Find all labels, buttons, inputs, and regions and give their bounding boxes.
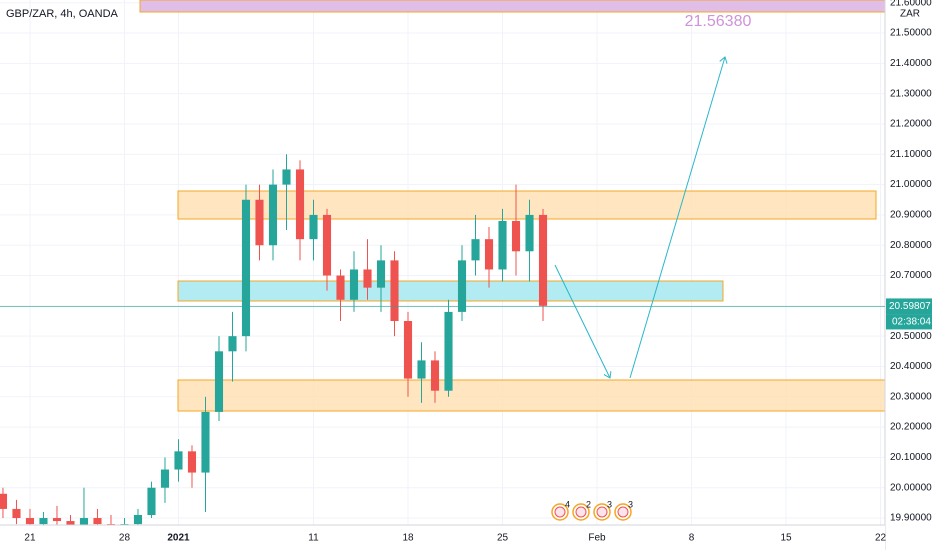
y-tick-label: 21.60000 — [890, 0, 932, 8]
candle-body — [52, 518, 62, 522]
zone — [177, 190, 877, 220]
time-axis — [0, 525, 885, 550]
candle-body — [363, 269, 372, 288]
x-tick-label: 15 — [780, 533, 792, 544]
candle-body — [147, 487, 156, 515]
drawings — [139, 0, 885, 412]
candle-body — [268, 184, 278, 246]
currency: ZAR — [900, 9, 920, 20]
candle-body — [430, 360, 440, 391]
candle-body — [282, 169, 291, 185]
candle-body — [511, 220, 521, 252]
x-tick-label: 28 — [119, 533, 131, 544]
candle-body — [201, 411, 210, 473]
event-icon-inner — [596, 506, 608, 518]
candle-body — [214, 351, 224, 412]
x-tick-label: 18 — [402, 533, 414, 544]
y-tick-label: 20.30000 — [890, 391, 932, 402]
candle-body — [241, 199, 251, 337]
y-tick-label: 20.40000 — [890, 361, 932, 372]
countdown-label: 02:38:04 — [892, 317, 931, 328]
candle-body — [0, 493, 8, 509]
candle-body — [295, 169, 305, 240]
y-tick-label: 20.50000 — [890, 331, 932, 342]
countdown-tag — [886, 314, 932, 330]
candle-body — [160, 469, 170, 488]
arrow — [629, 57, 725, 379]
grid — [0, 0, 885, 525]
x-tick-label: 25 — [497, 533, 509, 544]
y-tick-label: 21.00000 — [890, 179, 932, 190]
x-tick-label: 2021 — [167, 533, 190, 544]
y-tick-label: 21.20000 — [890, 119, 932, 130]
axes: 19.90000 20.00000 20.10000 20.20000 20.30000… — [24, 0, 932, 544]
y-tick-label: 20.80000 — [890, 240, 932, 251]
x-tick-label: Feb — [588, 533, 606, 544]
event-count: 3 — [607, 499, 612, 509]
y-tick-label: 21.40000 — [890, 58, 932, 69]
candle-body — [538, 214, 548, 306]
candle-body — [12, 508, 21, 519]
y-tick-label: 19.90000 — [890, 513, 932, 524]
candle-body — [255, 199, 264, 246]
zone — [177, 280, 724, 302]
event-count: 4 — [565, 499, 570, 509]
y-tick-label: 20.20000 — [890, 422, 932, 433]
y-tick-label: 20.70000 — [890, 270, 932, 281]
candle-body — [174, 451, 183, 470]
candle-body — [25, 518, 35, 525]
candles — [0, 154, 548, 525]
candle-body — [525, 214, 534, 252]
candle-body — [390, 260, 399, 322]
candle-body — [93, 518, 102, 525]
candle-body — [228, 336, 237, 352]
event-icon-inner — [554, 506, 566, 518]
candle-body — [417, 360, 426, 379]
x-tick-label: 21 — [24, 533, 36, 544]
zone — [139, 0, 885, 13]
candle-body — [133, 514, 143, 525]
candle-body — [79, 518, 89, 525]
candle-body — [336, 275, 345, 300]
candle-body — [39, 518, 48, 525]
chart-title: GBP/ZAR, 4h, OANDA — [6, 8, 119, 20]
candle-body — [403, 321, 413, 379]
candle-body — [471, 239, 480, 261]
candle-body — [484, 239, 494, 270]
x-tick-label: 8 — [689, 533, 695, 544]
y-tick-label: 21.30000 — [890, 88, 932, 99]
y-tick-label: 20.10000 — [890, 452, 932, 463]
x-tick-label: 11 — [308, 533, 319, 544]
price-tag — [886, 298, 932, 315]
arrow — [554, 264, 610, 378]
event-count: 2 — [586, 499, 591, 509]
candle-body — [66, 521, 75, 525]
y-tick-label: 20.90000 — [890, 210, 932, 221]
target-label: 21.56380 — [685, 13, 752, 30]
zone — [177, 379, 885, 412]
candle-body — [322, 214, 332, 276]
candle-body — [309, 214, 318, 240]
candle-body — [349, 269, 359, 300]
candle-body — [376, 260, 386, 288]
y-tick-label: 20.00000 — [890, 482, 932, 493]
candle-body — [457, 260, 467, 312]
event-count: 3 — [628, 499, 633, 509]
y-tick-label: 21.50000 — [890, 28, 932, 39]
event-icon-inner — [617, 506, 629, 518]
x-tick-label: 22 — [875, 533, 887, 544]
candle-body — [187, 451, 197, 473]
event-icon-inner — [575, 506, 587, 518]
candle-body — [498, 220, 507, 270]
candle-body — [444, 311, 453, 391]
price-axis — [885, 0, 932, 550]
price-tag-label: 20.59807 — [889, 301, 931, 312]
y-tick-label: 21.10000 — [890, 149, 932, 160]
